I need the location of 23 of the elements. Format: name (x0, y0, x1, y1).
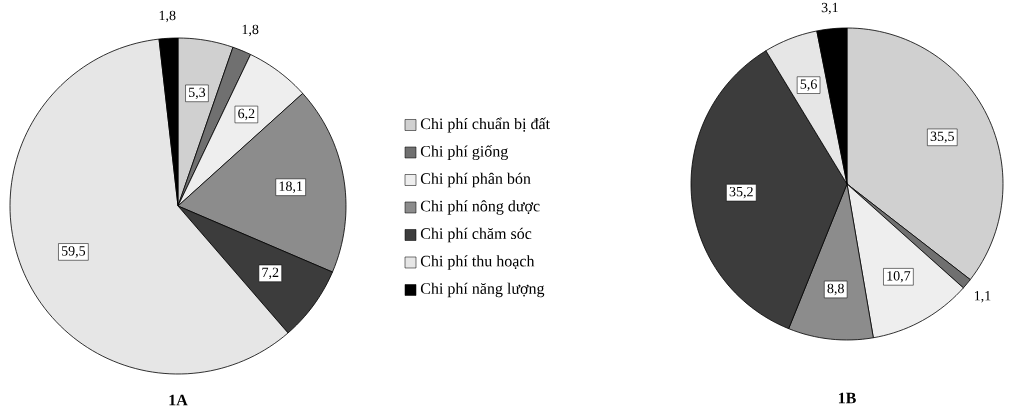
data-label: 7,2 (262, 267, 279, 280)
data-label: 8,8 (827, 283, 844, 296)
data-label: 1,8 (242, 24, 259, 37)
data-label: 5,3 (189, 87, 206, 100)
legend-label: Chi phí phân bón (420, 172, 531, 188)
data-label: 1,1 (974, 291, 991, 303)
legend-label: Chi phí năng lượng (420, 282, 545, 298)
data-label: 18,1 (279, 181, 303, 193)
data-label: 35,2 (729, 186, 753, 199)
data-label: 6,2 (238, 108, 255, 121)
data-label: 3,1 (821, 2, 838, 15)
text: 1A (169, 394, 188, 406)
legend-label: Chi phí thu hoạch (420, 255, 535, 270)
text: 1B (838, 392, 856, 404)
legend-label: Chi phí giống (420, 144, 508, 161)
legend-label: Chi phí nông dược (420, 200, 540, 215)
data-label: 10,7 (887, 271, 911, 283)
data-label: 59,5 (61, 246, 86, 258)
data-label: 5,6 (800, 79, 817, 91)
data-label: 1,8 (159, 10, 176, 23)
legend-label: Chi phí chăm sóc (420, 227, 532, 243)
legend-label: Chi phí chuẩn bị đất (420, 117, 550, 133)
data-label: 35,5 (930, 131, 954, 144)
